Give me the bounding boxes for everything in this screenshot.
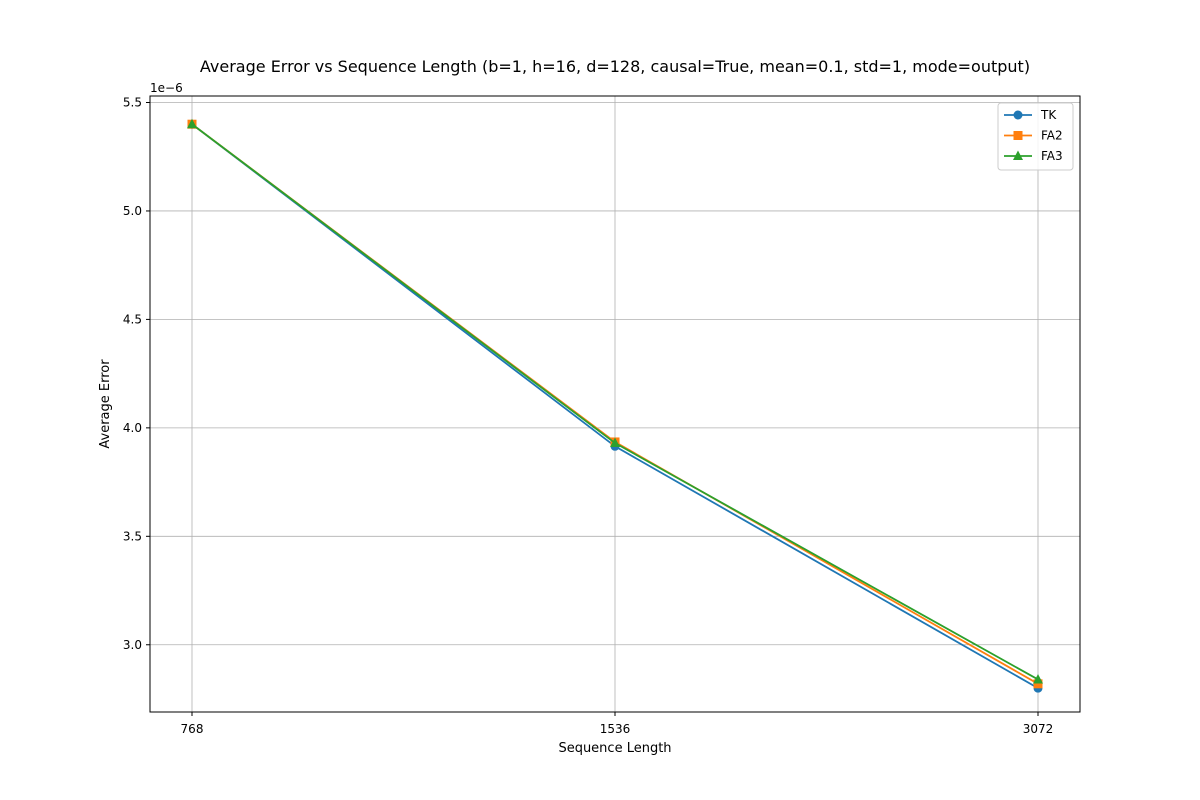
x-tick-label: 3072 bbox=[1023, 722, 1054, 736]
y-axis-ticks: 3.0 3.5 4.0 4.5 5.0 5.5 bbox=[123, 96, 150, 652]
chart-title: Average Error vs Sequence Length (b=1, h… bbox=[200, 57, 1030, 76]
y-tick-label: 5.5 bbox=[123, 96, 142, 110]
y-tick-label: 5.0 bbox=[123, 204, 142, 218]
y-tick-label: 4.5 bbox=[123, 312, 142, 326]
x-tick-label: 768 bbox=[181, 722, 204, 736]
x-axis-label: Sequence Length bbox=[558, 741, 671, 756]
data-point-fa3 bbox=[610, 437, 620, 448]
data-point-fa3 bbox=[1033, 673, 1043, 684]
legend-swatch-marker bbox=[1013, 150, 1023, 160]
y-tick-label: 4.0 bbox=[123, 421, 142, 435]
legend-item-fa3: FA3 bbox=[1004, 149, 1063, 163]
legend-label: TK bbox=[1040, 108, 1057, 122]
legend: TK FA2 FA3 bbox=[997, 102, 1074, 171]
y-tick-label: 3.0 bbox=[123, 638, 142, 652]
y-tick-label: 3.5 bbox=[123, 529, 142, 543]
data-point-fa3 bbox=[187, 118, 197, 129]
legend-label: FA3 bbox=[1041, 149, 1063, 163]
y-offset-label: 1e−6 bbox=[150, 81, 183, 95]
legend-label: FA2 bbox=[1041, 129, 1063, 143]
data-point-fa2 bbox=[1033, 679, 1043, 689]
legend-swatch-marker bbox=[1013, 110, 1023, 120]
series-fa3 bbox=[187, 118, 1043, 684]
x-tick-label: 1536 bbox=[600, 722, 631, 736]
legend-swatch-marker bbox=[1013, 131, 1023, 140]
y-axis-label: Average Error bbox=[98, 359, 113, 449]
x-axis-ticks: 768 1536 3072 bbox=[181, 712, 1054, 736]
legend-item-tk: TK bbox=[1004, 108, 1057, 122]
series-layer bbox=[187, 118, 1043, 693]
legend-item-fa2: FA2 bbox=[1004, 129, 1063, 143]
